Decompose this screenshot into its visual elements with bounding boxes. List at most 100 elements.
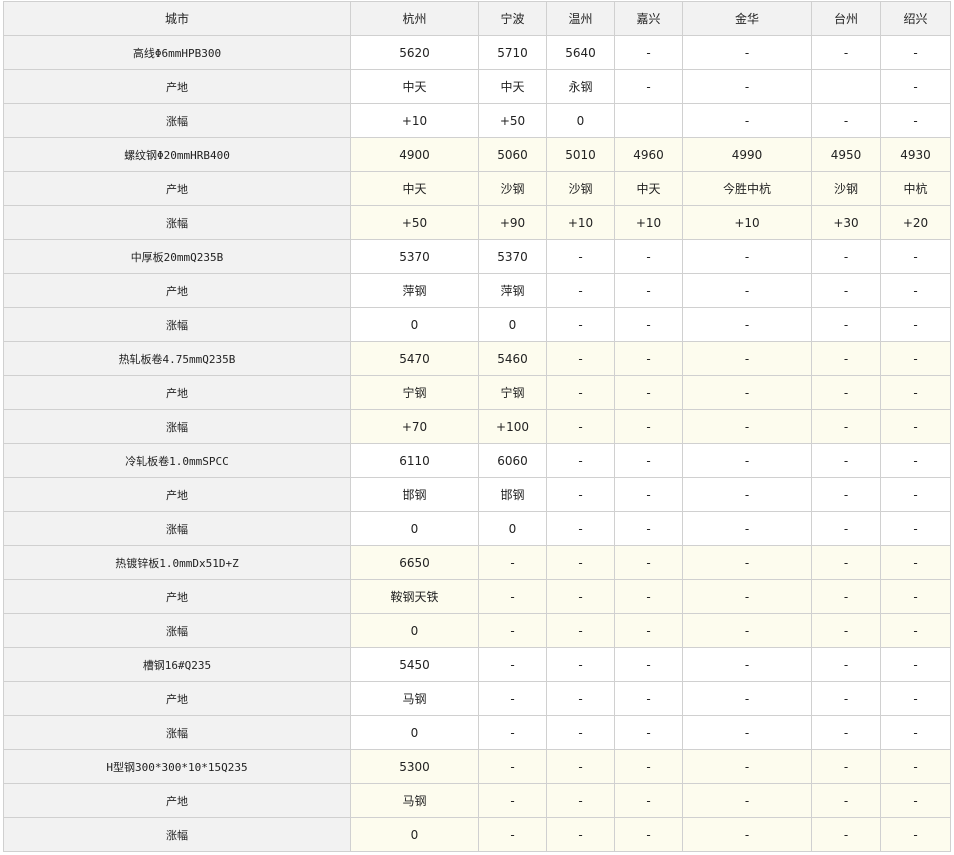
price-cell: 6110: [350, 443, 479, 478]
table-row: 产地 马钢 - - - - - -: [3, 783, 951, 818]
change-cell: -: [478, 817, 547, 852]
price-cell: 5640: [546, 35, 615, 70]
origin-cell: -: [811, 375, 881, 410]
steel-price-table: 城市 杭州 宁波 温州 嘉兴 金华 台州 绍兴 高线Φ6mmHPB300 5620 5710 564…: [3, 1, 951, 852]
change-cell: -: [880, 103, 951, 138]
origin-cell: -: [478, 579, 547, 614]
price-cell: -: [478, 545, 547, 580]
price-cell: 4900: [350, 137, 479, 172]
table-row: 热轧板卷4.75mmQ235B 5470 5460- - - - -: [3, 341, 951, 376]
price-cell: -: [682, 239, 812, 274]
change-cell: -: [811, 409, 881, 444]
price-cell: -: [811, 239, 881, 274]
change-label: 涨幅: [3, 307, 351, 342]
product-name: 中厚板20mmQ235B: [3, 239, 351, 274]
change-cell: -: [880, 613, 951, 648]
change-cell: -: [614, 817, 683, 852]
table-row: 涨幅 0- - - - - -: [3, 715, 951, 750]
product-name: 螺纹钢Φ20mmHRB400: [3, 137, 351, 172]
origin-cell: 中杭: [880, 171, 951, 206]
origin-cell: -: [478, 681, 547, 716]
origin-cell: -: [614, 579, 683, 614]
origin-label: 产地: [3, 579, 351, 614]
change-cell: -: [880, 715, 951, 750]
origin-cell: 中天: [350, 69, 479, 104]
change-cell: -: [880, 511, 951, 546]
change-cell: +70: [350, 409, 479, 444]
product-name: 冷轧板卷1.0mmSPCC: [3, 443, 351, 478]
header-city-col: 温州: [546, 1, 615, 36]
change-cell: +10: [350, 103, 479, 138]
change-cell: -: [546, 511, 615, 546]
origin-label: 产地: [3, 171, 351, 206]
origin-cell: -: [614, 681, 683, 716]
origin-cell: -: [682, 273, 812, 308]
price-cell: -: [614, 239, 683, 274]
table-row: 冷轧板卷1.0mmSPCC 6110 6060- - - - -: [3, 443, 951, 478]
change-cell: -: [880, 307, 951, 342]
change-cell: -: [811, 511, 881, 546]
price-cell: -: [614, 647, 683, 682]
price-cell: 5620: [350, 35, 479, 70]
price-cell: -: [682, 545, 812, 580]
origin-cell: -: [880, 273, 951, 308]
price-cell: -: [614, 443, 683, 478]
product-name: 热镀锌板1.0mmDx51D+Z: [3, 545, 351, 580]
change-cell: -: [682, 511, 812, 546]
header-city-col: 台州: [811, 1, 881, 36]
change-cell: -: [614, 511, 683, 546]
origin-label: 产地: [3, 273, 351, 308]
origin-cell: -: [682, 69, 812, 104]
origin-cell: 沙钢: [546, 171, 615, 206]
origin-cell: -: [880, 69, 951, 104]
table-row: 产地 中天 中天 永钢 - - -: [3, 69, 951, 104]
price-cell: 4990: [682, 137, 812, 172]
origin-cell: [811, 69, 881, 104]
origin-cell: -: [682, 579, 812, 614]
origin-cell: -: [614, 69, 683, 104]
price-cell: 5370: [478, 239, 547, 274]
change-cell: -: [546, 817, 615, 852]
change-cell: +100: [478, 409, 547, 444]
change-cell: 0: [350, 307, 479, 342]
price-cell: -: [614, 545, 683, 580]
origin-cell: -: [880, 477, 951, 512]
table-row: H型钢300*300*10*15Q235 5300- - - - - -: [3, 749, 951, 784]
origin-cell: -: [546, 477, 615, 512]
origin-cell: 萍钢: [478, 273, 547, 308]
origin-cell: 中天: [478, 69, 547, 104]
price-cell: -: [682, 443, 812, 478]
origin-cell: -: [546, 681, 615, 716]
price-cell: -: [614, 35, 683, 70]
table-row: 高线Φ6mmHPB300 5620 5710 5640- - - -: [3, 35, 951, 70]
change-cell: +50: [350, 205, 479, 240]
change-cell: -: [880, 409, 951, 444]
origin-label: 产地: [3, 681, 351, 716]
change-label: 涨幅: [3, 817, 351, 852]
price-cell: -: [880, 545, 951, 580]
origin-cell: 今胜中杭: [682, 171, 812, 206]
price-cell: -: [811, 647, 881, 682]
price-cell: 5010: [546, 137, 615, 172]
change-cell: -: [880, 817, 951, 852]
change-cell: +20: [880, 205, 951, 240]
origin-cell: -: [546, 783, 615, 818]
table-row: 产地 邯钢 邯钢 - - - - -: [3, 477, 951, 512]
header-city: 城市: [3, 1, 351, 36]
header-city-col: 嘉兴: [614, 1, 683, 36]
change-cell: -: [682, 409, 812, 444]
change-cell: -: [682, 613, 812, 648]
change-cell: 0: [478, 511, 547, 546]
origin-cell: 邯钢: [350, 477, 479, 512]
change-cell: +10: [614, 205, 683, 240]
price-cell: -: [880, 239, 951, 274]
price-cell: -: [811, 341, 881, 376]
origin-cell: -: [546, 375, 615, 410]
origin-cell: 马钢: [350, 783, 479, 818]
origin-cell: -: [614, 783, 683, 818]
price-cell: -: [546, 749, 615, 784]
origin-cell: 马钢: [350, 681, 479, 716]
origin-cell: -: [682, 477, 812, 512]
change-cell: 0: [350, 613, 479, 648]
header-city-col: 杭州: [350, 1, 479, 36]
